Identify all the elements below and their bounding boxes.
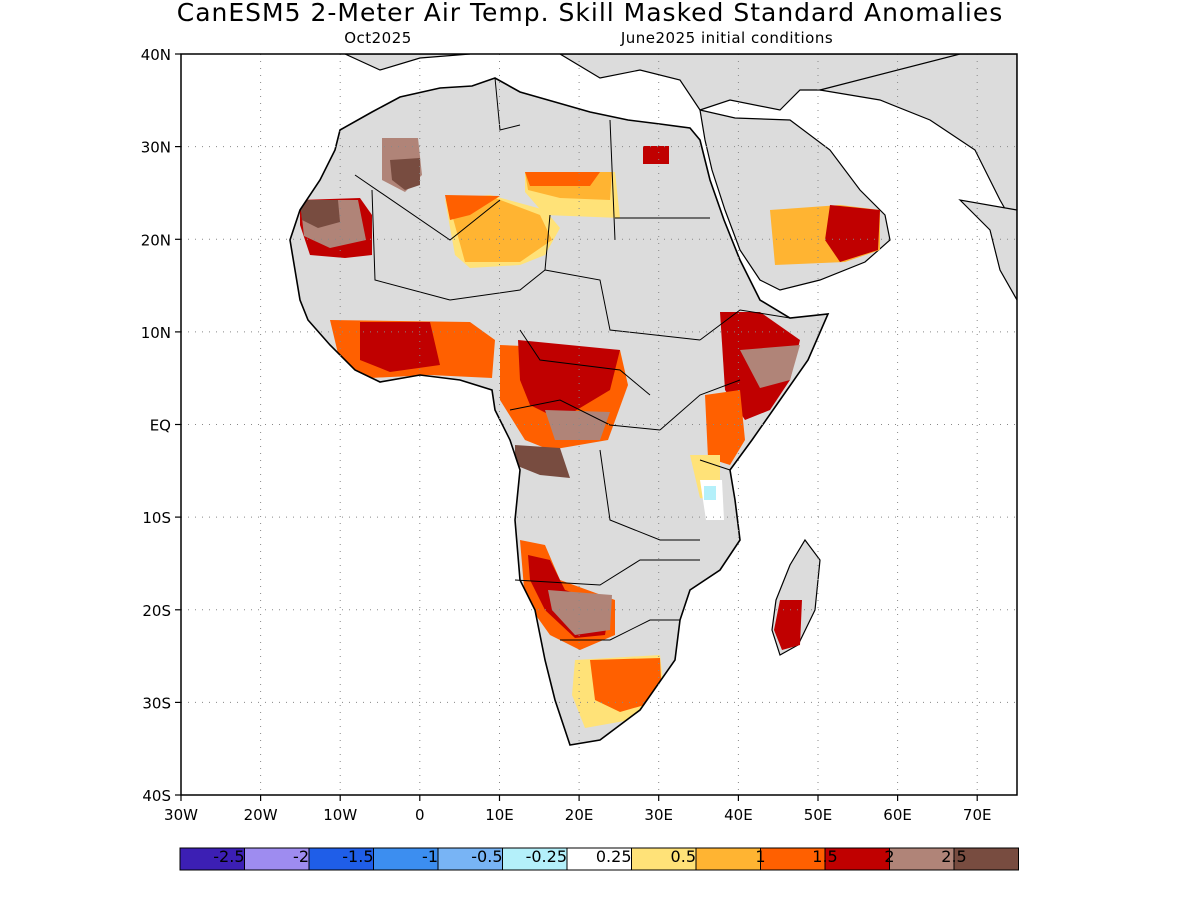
colorbar-swatch	[695, 847, 761, 871]
x-tick-20e: 20E	[565, 806, 594, 824]
x-tick-0: 0	[415, 806, 425, 824]
anomaly-congo	[545, 410, 610, 440]
x-tick-20w: 20W	[244, 806, 278, 824]
init-conditions-label: June2025 initial conditions	[620, 29, 833, 47]
colorbar-label: -0.25	[526, 847, 567, 866]
y-tick-labels: 40N 30N 20N 10N EQ 10S 20S 30S 40S	[141, 46, 171, 805]
iberia-land	[344, 54, 471, 71]
colorbar-label: 0.25	[596, 847, 632, 866]
anomaly-niger-c	[445, 195, 500, 220]
anomaly-south-africa-b	[590, 658, 662, 712]
y-tick-10s: 10S	[142, 509, 171, 527]
x-tick-60e: 60E	[883, 806, 912, 824]
map-layers	[181, 54, 1017, 795]
anomaly-kenya	[705, 390, 745, 465]
anomaly-niger-b	[448, 198, 552, 262]
y-tick-eq: EQ	[150, 417, 171, 435]
colorbar-label: -0.5	[471, 847, 502, 866]
anomaly-arabia-b	[825, 205, 880, 262]
y-tick-40n: 40N	[141, 46, 171, 64]
y-tick-20s: 20S	[142, 602, 171, 620]
figure-title: CanESM5 2-Meter Air Temp. Skill Masked S…	[177, 0, 1004, 27]
colorbar-label: 2	[884, 847, 894, 866]
x-tick-50e: 50E	[804, 806, 833, 824]
colorbar-labels: -2.5 -2 -1.5 -1 -0.5 -0.25 0.25 0.5 1 1.…	[213, 847, 966, 866]
y-tick-20n: 20N	[141, 231, 171, 249]
anomaly-gabon	[515, 445, 570, 478]
x-tick-marks	[180, 795, 978, 801]
x-tick-70e: 70E	[963, 806, 992, 824]
anomaly-algeria-b	[390, 158, 420, 190]
x-tick-10w: 10W	[323, 806, 357, 824]
anomaly-egypt	[643, 146, 669, 164]
africa-coastline	[289, 77, 830, 746]
india-land	[958, 199, 1017, 302]
colorbar-label: 2.5	[941, 847, 966, 866]
colorbar-label: 1.5	[812, 847, 837, 866]
anomaly-overlays	[300, 138, 800, 728]
country-borders	[354, 77, 791, 641]
y-tick-10n: 10N	[141, 324, 171, 342]
y-tick-30s: 30S	[142, 694, 171, 712]
anomaly-malawi-cool	[704, 486, 716, 500]
x-tick-labels: 30W 20W 10W 0 10E 20E 30E 40E 50E 60E 70…	[164, 806, 991, 824]
anomaly-nw-sahara-c	[300, 200, 340, 228]
y-tick-marks	[175, 53, 181, 796]
colorbar-boxes	[179, 847, 1019, 871]
y-tick-40s: 40S	[142, 787, 171, 805]
colorbar-label: -1	[422, 847, 438, 866]
colorbar-label: -2.5	[213, 847, 244, 866]
anomaly-west-coast-b	[360, 322, 440, 372]
x-tick-10e: 10E	[485, 806, 514, 824]
colorbar: -2.5 -2 -1.5 -1 -0.5 -0.25 0.25 0.5 1 1.…	[179, 847, 1019, 871]
anomaly-madagascar	[774, 600, 802, 650]
colorbar-label: 0.5	[671, 847, 696, 866]
anomaly-horn-b	[740, 345, 800, 388]
anomaly-libya-c	[525, 172, 600, 186]
iran-india-land	[819, 54, 1017, 232]
colorbar-label: -2	[293, 847, 309, 866]
x-tick-30e: 30E	[644, 806, 673, 824]
x-tick-30w: 30W	[164, 806, 198, 824]
valid-month-label: Oct2025	[344, 29, 412, 47]
colorbar-label: 1	[755, 847, 765, 866]
anomaly-botswana	[548, 590, 612, 635]
colorbar-label: -1.5	[342, 847, 373, 866]
x-tick-40e: 40E	[724, 806, 753, 824]
y-tick-30n: 30N	[141, 139, 171, 157]
colorbar-swatch	[953, 847, 1019, 871]
